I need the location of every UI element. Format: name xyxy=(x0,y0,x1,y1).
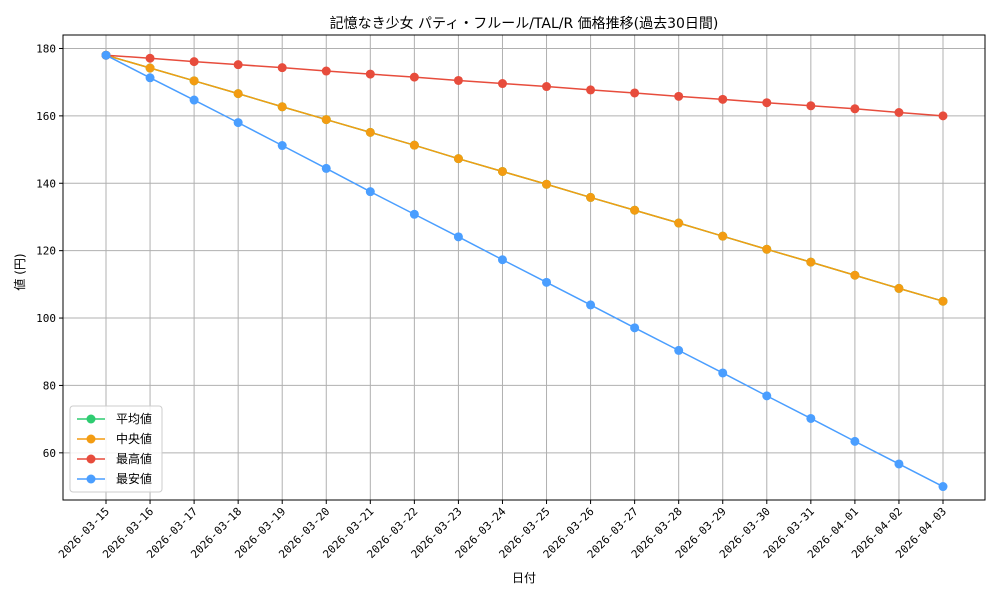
data-point xyxy=(674,91,684,101)
data-point xyxy=(277,141,287,151)
y-tick-label: 80 xyxy=(43,379,56,392)
grid xyxy=(63,35,985,500)
data-point xyxy=(894,459,904,469)
data-point xyxy=(938,111,948,121)
legend-swatch-marker xyxy=(86,434,96,444)
legend-item: 最安値 xyxy=(77,471,152,486)
data-point xyxy=(453,75,463,85)
data-point xyxy=(850,436,860,446)
data-point xyxy=(894,283,904,293)
legend-item: 中央値 xyxy=(77,431,152,446)
data-point xyxy=(718,368,728,378)
series-中央値 xyxy=(101,50,948,306)
y-tick-label: 100 xyxy=(36,312,56,325)
data-point xyxy=(321,115,331,125)
y-tick-label: 120 xyxy=(36,245,56,258)
y-tick-label: 60 xyxy=(43,447,56,460)
series-line xyxy=(105,54,944,302)
data-point xyxy=(674,345,684,355)
data-point xyxy=(938,296,948,306)
data-point xyxy=(189,76,199,86)
data-point xyxy=(497,166,507,176)
data-point xyxy=(277,102,287,112)
data-point xyxy=(586,192,596,202)
data-point xyxy=(542,277,552,287)
data-point xyxy=(277,63,287,73)
data-point xyxy=(321,163,331,173)
data-point xyxy=(542,179,552,189)
legend-swatch-marker xyxy=(86,474,96,484)
x-axis-label: 日付 xyxy=(512,571,536,585)
legend-swatch-marker xyxy=(86,414,96,424)
data-point xyxy=(674,218,684,228)
series-layer xyxy=(101,50,948,492)
y-axis-label: 値 (円) xyxy=(12,253,27,290)
legend-label: 平均値 xyxy=(116,411,152,426)
y-tick-label: 140 xyxy=(36,177,56,190)
data-point xyxy=(365,69,375,79)
data-point xyxy=(409,209,419,219)
data-point xyxy=(762,391,772,401)
legend-item: 平均値 xyxy=(77,411,152,426)
data-point xyxy=(806,101,816,111)
data-point xyxy=(453,154,463,164)
data-point xyxy=(409,140,419,150)
data-point xyxy=(630,205,640,215)
y-axis: 60 80 100 120 140 160 180 xyxy=(36,42,63,460)
data-point xyxy=(145,63,155,73)
y-tick-label: 180 xyxy=(36,42,56,55)
data-point xyxy=(321,66,331,76)
legend-label: 最安値 xyxy=(116,471,152,486)
plot-area-frame xyxy=(62,34,986,501)
data-point xyxy=(850,104,860,114)
series-line xyxy=(105,54,944,488)
legend-label: 最高値 xyxy=(116,451,152,466)
data-point xyxy=(542,82,552,92)
data-point xyxy=(938,482,948,492)
data-point xyxy=(718,231,728,241)
data-point xyxy=(762,244,772,254)
data-point xyxy=(189,57,199,67)
data-point xyxy=(189,95,199,105)
data-point xyxy=(806,257,816,267)
data-point xyxy=(586,85,596,95)
data-point xyxy=(630,88,640,98)
data-point xyxy=(365,127,375,137)
series-最安値 xyxy=(101,50,948,492)
data-point xyxy=(145,53,155,63)
series-最高値 xyxy=(101,50,948,121)
x-axis: 2026-03-152026-03-162026-03-172026-03-18… xyxy=(56,500,949,561)
data-point xyxy=(806,413,816,423)
chart-title: 記憶なき少女 パティ・フルール/TAL/R 価格推移(過去30日間) xyxy=(330,15,719,32)
y-tick-label: 160 xyxy=(36,110,56,123)
data-point xyxy=(497,255,507,265)
data-point xyxy=(762,98,772,108)
data-point xyxy=(850,270,860,280)
data-point xyxy=(630,323,640,333)
data-point xyxy=(586,300,596,310)
data-point xyxy=(409,72,419,82)
data-point xyxy=(894,108,904,117)
data-point xyxy=(453,232,463,242)
data-point xyxy=(145,73,155,83)
legend-item: 最高値 xyxy=(77,451,152,466)
legend-box xyxy=(69,405,163,493)
data-point xyxy=(497,79,507,89)
data-point xyxy=(233,60,243,70)
data-point xyxy=(101,50,111,60)
data-point xyxy=(365,187,375,197)
data-point xyxy=(718,94,728,104)
legend-swatch-marker xyxy=(86,454,96,464)
data-point xyxy=(233,89,243,99)
legend-label: 中央値 xyxy=(116,431,152,446)
series-line xyxy=(105,54,944,117)
data-point xyxy=(233,118,243,128)
